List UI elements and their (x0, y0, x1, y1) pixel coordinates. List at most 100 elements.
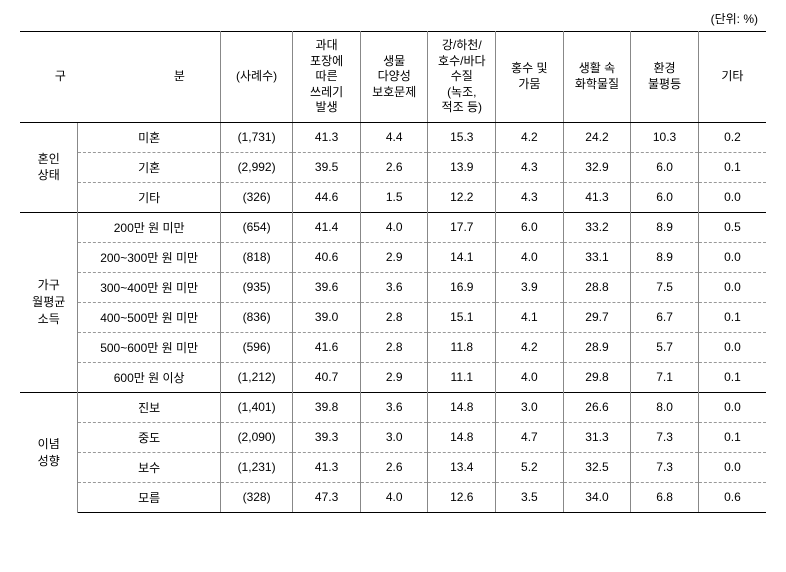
table-row: 보수(1,231)41.32.613.45.232.57.30.0 (20, 452, 766, 482)
cell-n: (1,401) (220, 392, 292, 422)
cell-value: 7.3 (631, 422, 699, 452)
cell-value: 1.5 (360, 182, 428, 212)
cell-n: (596) (220, 332, 292, 362)
cell-value: 32.5 (563, 452, 631, 482)
cell-value: 4.2 (496, 332, 564, 362)
cell-value: 14.1 (428, 242, 496, 272)
header-col4: 홍수 및 가뭄 (496, 32, 564, 123)
cell-value: 28.8 (563, 272, 631, 302)
cell-value: 41.3 (293, 452, 361, 482)
subcategory-label: 기혼 (78, 152, 220, 182)
table-row: 기혼(2,992)39.52.613.94.332.96.00.1 (20, 152, 766, 182)
cell-value: 0.0 (698, 452, 766, 482)
cell-value: 41.3 (293, 122, 361, 152)
cell-value: 39.0 (293, 302, 361, 332)
cell-value: 3.6 (360, 272, 428, 302)
group-label: 이념 성향 (20, 392, 78, 512)
cell-value: 39.6 (293, 272, 361, 302)
cell-n: (1,731) (220, 122, 292, 152)
cell-value: 0.1 (698, 422, 766, 452)
cell-value: 2.8 (360, 302, 428, 332)
cell-value: 4.0 (360, 212, 428, 242)
cell-value: 26.6 (563, 392, 631, 422)
cell-value: 2.6 (360, 452, 428, 482)
cell-value: 2.6 (360, 152, 428, 182)
cell-n: (2,992) (220, 152, 292, 182)
cell-value: 8.9 (631, 242, 699, 272)
cell-value: 0.6 (698, 482, 766, 512)
header-col1: 과대 포장에 따른 쓰레기 발생 (293, 32, 361, 123)
cell-value: 41.3 (563, 182, 631, 212)
cell-n: (2,090) (220, 422, 292, 452)
cell-value: 44.6 (293, 182, 361, 212)
subcategory-label: 300~400만 원 미만 (78, 272, 220, 302)
cell-value: 4.0 (360, 482, 428, 512)
cell-value: 5.2 (496, 452, 564, 482)
cell-value: 8.9 (631, 212, 699, 242)
cell-value: 7.5 (631, 272, 699, 302)
cell-value: 39.5 (293, 152, 361, 182)
cell-n: (935) (220, 272, 292, 302)
table-row: 이념 성향진보(1,401)39.83.614.83.026.68.00.0 (20, 392, 766, 422)
table-row: 500~600만 원 미만(596)41.62.811.84.228.95.70… (20, 332, 766, 362)
cell-value: 13.9 (428, 152, 496, 182)
cell-value: 7.3 (631, 452, 699, 482)
cell-value: 3.6 (360, 392, 428, 422)
cell-value: 6.0 (631, 152, 699, 182)
cell-value: 39.3 (293, 422, 361, 452)
subcategory-label: 모름 (78, 482, 220, 512)
cell-value: 0.0 (698, 182, 766, 212)
unit-label: (단위: %) (20, 10, 766, 27)
cell-value: 4.1 (496, 302, 564, 332)
table-row: 중도(2,090)39.33.014.84.731.37.30.1 (20, 422, 766, 452)
cell-value: 14.8 (428, 422, 496, 452)
subcategory-label: 600만 원 이상 (78, 362, 220, 392)
cell-value: 0.5 (698, 212, 766, 242)
cell-value: 0.1 (698, 302, 766, 332)
cell-n: (326) (220, 182, 292, 212)
cell-value: 0.1 (698, 362, 766, 392)
cell-value: 16.9 (428, 272, 496, 302)
cell-value: 11.1 (428, 362, 496, 392)
header-row: 구 분 (사례수) 과대 포장에 따른 쓰레기 발생 생물 다양성 보호문제 강… (20, 32, 766, 123)
cell-value: 10.3 (631, 122, 699, 152)
cell-value: 39.8 (293, 392, 361, 422)
table-row: 모름(328)47.34.012.63.534.06.80.6 (20, 482, 766, 512)
subcategory-label: 200~300만 원 미만 (78, 242, 220, 272)
header-col7: 기타 (698, 32, 766, 123)
cell-value: 13.4 (428, 452, 496, 482)
subcategory-label: 400~500만 원 미만 (78, 302, 220, 332)
cell-value: 24.2 (563, 122, 631, 152)
subcategory-label: 미혼 (78, 122, 220, 152)
cell-n: (1,212) (220, 362, 292, 392)
cell-n: (328) (220, 482, 292, 512)
header-col6: 환경 불평등 (631, 32, 699, 123)
cell-value: 4.4 (360, 122, 428, 152)
subcategory-label: 중도 (78, 422, 220, 452)
cell-n: (818) (220, 242, 292, 272)
table-row: 300~400만 원 미만(935)39.63.616.93.928.87.50… (20, 272, 766, 302)
cell-value: 0.0 (698, 332, 766, 362)
cell-value: 4.0 (496, 362, 564, 392)
cell-value: 2.9 (360, 362, 428, 392)
group-label: 가구 월평균 소득 (20, 212, 78, 392)
data-table: 구 분 (사례수) 과대 포장에 따른 쓰레기 발생 생물 다양성 보호문제 강… (20, 31, 766, 513)
table-row: 200~300만 원 미만(818)40.62.914.14.033.18.90… (20, 242, 766, 272)
cell-value: 17.7 (428, 212, 496, 242)
cell-value: 15.3 (428, 122, 496, 152)
group-label: 혼인 상태 (20, 122, 78, 212)
cell-value: 34.0 (563, 482, 631, 512)
cell-value: 47.3 (293, 482, 361, 512)
cell-value: 3.5 (496, 482, 564, 512)
subcategory-label: 500~600만 원 미만 (78, 332, 220, 362)
cell-value: 12.2 (428, 182, 496, 212)
cell-value: 33.2 (563, 212, 631, 242)
cell-value: 7.1 (631, 362, 699, 392)
cell-value: 6.8 (631, 482, 699, 512)
header-category: 구 분 (20, 32, 220, 123)
cell-n: (654) (220, 212, 292, 242)
cell-value: 32.9 (563, 152, 631, 182)
table-row: 가구 월평균 소득200만 원 미만(654)41.44.017.76.033.… (20, 212, 766, 242)
cell-value: 40.7 (293, 362, 361, 392)
cell-value: 4.7 (496, 422, 564, 452)
